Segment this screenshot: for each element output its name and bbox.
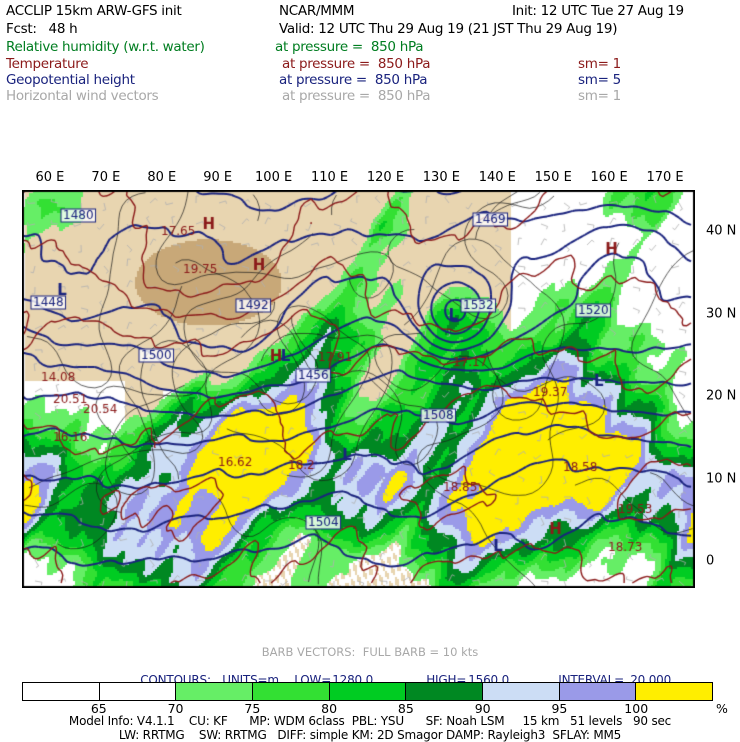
model-info-line2: LW: RRTMG SW: RRTMG DIFF: simple KM: 2D … [118,728,622,742]
longitude-axis: 60 E 70 E 80 E 90 E 100 E 110 E 120 E 130 E 140 … [22,170,697,188]
colorbar-tick: 100 [624,701,649,716]
lat-tick-label: 40 N [706,223,737,239]
lat-tick-label: 10 N [706,471,737,487]
header-title-left: ACCLIP 15km ARW-GFS init [6,3,182,19]
colorbar-bin [559,683,637,700]
barb-vector-note: BARB VECTORS: FULL BARB = 10 kts [261,645,479,659]
header-center-org: NCAR/MMM [279,3,355,19]
humidity-colorbar[interactable] [22,682,713,701]
field-name-geopotential: Geopotential height [6,72,135,88]
header-block: ACCLIP 15km ARW-GFS init NCAR/MMM Init: … [0,0,740,105]
lon-tick-label: 140 E [478,170,516,185]
lat-tick-label: 30 N [706,306,737,322]
colorbar-tick: 65 [90,701,107,716]
colorbar-bin [253,683,330,700]
colorbar-bin [406,683,484,700]
colorbar-tick: 85 [397,701,414,716]
lon-tick-label: 100 E [255,170,293,185]
lat-tick-label: 0 [706,553,715,569]
weather-map[interactable] [22,190,695,588]
field-sm-wind: sm= 1 [578,88,621,104]
lon-tick-label: 70 E [91,170,121,185]
lon-tick-label: 90 E [203,170,233,185]
colorbar-bin [23,683,100,700]
field-pressure-temperature: at pressure = 850 hPa [282,56,431,72]
colorbar-tick: 70 [167,701,184,716]
lon-tick-label: 60 E [35,170,65,185]
colorbar-tick: 80 [321,701,338,716]
colorbar-tick: 90 [474,701,491,716]
colorbar-bin [99,683,177,700]
field-name-temperature: Temperature [6,56,89,72]
field-pressure-geopotential: at pressure = 850 hPa [279,72,428,88]
field-name-humidity: Relative humidity (w.r.t. water) [6,39,205,55]
header-forecast-hour: Fcst: 48 h [6,21,78,37]
colorbar-tick: 75 [244,701,261,716]
colorbar-tick: 95 [551,701,568,716]
lon-tick-label: 110 E [310,170,349,185]
latitude-axis: 40 N 30 N 20 N 10 N 0 [700,190,740,590]
lat-tick-label: 20 N [706,388,737,404]
model-info-line1: Model Info: V4.1.1 CU: KF MP: WDM 6class… [68,714,672,728]
lon-tick-label: 160 E [590,170,628,185]
header-valid-time: Valid: 12 UTC Thu 29 Aug 19 (21 JST Thu … [279,21,618,37]
lon-tick-label: 150 E [534,170,572,185]
lon-tick-label: 170 E [646,170,684,185]
colorbar-bin [483,683,560,700]
field-pressure-humidity: at pressure = 850 hPa [275,39,424,55]
lon-tick-label: 130 E [422,170,460,185]
colorbar-percent-symbol: % [716,701,728,716]
field-sm-temperature: sm= 1 [578,56,621,72]
map-canvas [23,191,694,587]
field-sm-geopotential: sm= 5 [578,72,621,88]
field-name-wind: Horizontal wind vectors [6,88,159,104]
colorbar-bin [636,683,713,700]
colorbar-bin [329,683,407,700]
lon-tick-label: 120 E [366,170,405,185]
colorbar-bin [176,683,254,700]
field-pressure-wind: at pressure = 850 hPa [282,88,431,104]
header-init-time: Init: 12 UTC Tue 27 Aug 19 [512,3,684,19]
lon-tick-label: 80 E [147,170,177,185]
colorbar-tick-labels: 65 70 75 80 85 90 95 100 [22,701,713,717]
